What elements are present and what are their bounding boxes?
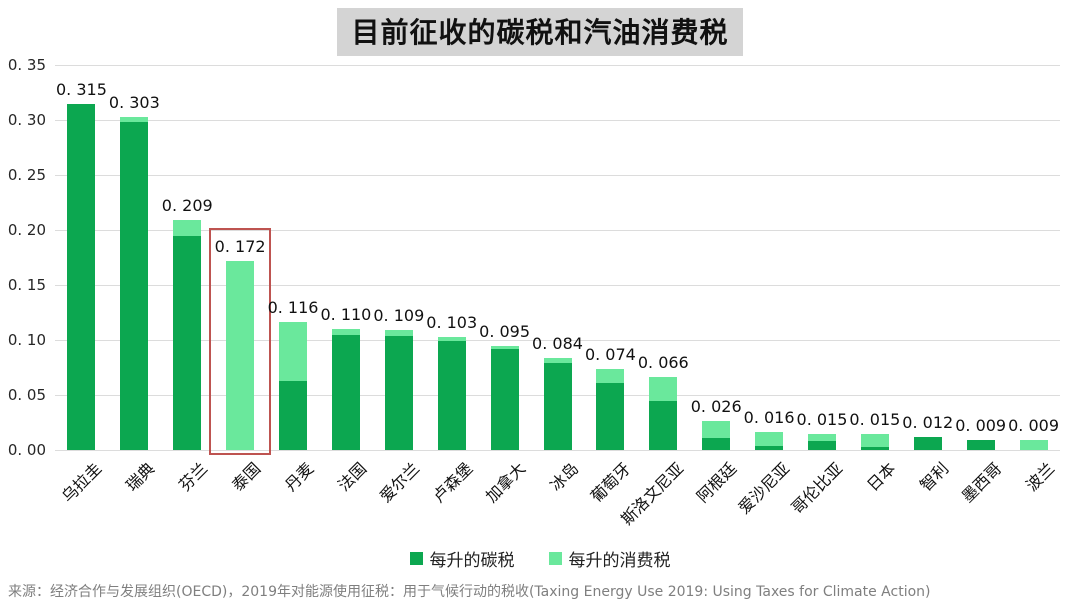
legend-label: 每升的碳税 [429,551,515,571]
bar-value-label: 0. 066 [637,353,689,373]
x-axis-label-7: 卢森堡 [428,458,476,507]
y-axis-tick-label: 0. 00 [7,441,46,459]
y-axis-tick-label: 0. 05 [7,386,46,404]
bar-segment-carbon-tax[interactable] [807,441,836,450]
x-axis-label-0: 乌拉圭 [58,458,106,507]
bar-value-label: 0. 015 [849,409,901,429]
bar-value-label: 0. 315 [55,79,107,99]
bar-value-label: 0. 172 [214,236,266,256]
bar-value-label: 0. 110 [320,305,372,324]
bar-segment-carbon-tax[interactable] [755,445,784,450]
y-axis-tick-label: 0. 20 [7,221,46,239]
bar-value-label: 0. 109 [373,306,425,326]
gridline [55,339,1060,341]
source-note: 来源：经济合作与发展组织(OECD)，2019年对能源使用征税：用于气候行动的税… [8,584,931,600]
bar-value-label: 0. 116 [267,298,319,318]
gridline [55,449,1060,451]
title-wrap: 目前征收的碳税和汽油消费税 [0,8,1080,56]
x-axis-label-1: 瑞典 [122,458,159,495]
bar-segment-consumption-tax[interactable] [1019,440,1048,450]
bar-value-label: 0. 026 [690,397,742,417]
bar-value-label: 0. 084 [532,333,583,353]
gridline [55,284,1060,286]
x-axis-label-3: 泰国 [228,458,265,495]
bar-value-label: 0. 009 [1008,416,1059,436]
x-axis-label-15: 日本 [863,458,900,495]
x-axis-label-17: 墨西哥 [957,458,1005,507]
bar-value-label: 0. 103 [426,312,478,332]
x-axis-label-16: 智利 [915,458,953,495]
legend: 每升的碳税 每升的消费税 [0,546,1080,571]
bar-value-label: 0. 303 [108,92,160,112]
bar-segment-carbon-tax[interactable] [384,335,413,450]
bar-segment-carbon-tax[interactable] [279,380,308,450]
x-axis-label-5: 法国 [334,458,371,495]
carbon-tax-swatch-icon [409,552,423,565]
consumption-tax-swatch-icon [548,552,562,565]
y-axis-tick-label: 0. 30 [7,111,46,129]
bar-segment-carbon-tax[interactable] [67,103,96,450]
bar-segment-carbon-tax[interactable] [331,334,360,450]
bar-segment-consumption-tax[interactable] [279,322,308,381]
x-axis-label-6: 爱尔兰 [375,458,424,507]
x-axis-label-4: 丹麦 [281,458,318,495]
bar-segment-carbon-tax[interactable] [437,341,466,450]
bar-value-label: 0. 209 [161,196,213,216]
bar-segment-carbon-tax[interactable] [120,122,149,450]
bar-value-label: 0. 016 [743,408,795,428]
bar-value-label: 0. 095 [479,321,531,341]
bar-segment-consumption-tax[interactable] [755,432,784,446]
x-axis-label-9: 冰岛 [545,458,582,495]
bar-segment-consumption-tax[interactable] [384,330,413,336]
bar-segment-carbon-tax[interactable] [860,446,889,450]
gridline [55,229,1060,231]
y-axis-tick-label: 0. 10 [7,331,46,349]
bar-segment-consumption-tax[interactable] [543,357,572,364]
bar-segment-consumption-tax[interactable] [331,329,360,335]
bar-value-label: 0. 074 [584,344,636,364]
bar-segment-consumption-tax[interactable] [173,220,202,236]
bar-value-label: 0. 015 [796,409,848,429]
bar-segment-consumption-tax[interactable] [490,345,519,349]
bar-segment-consumption-tax[interactable] [596,368,625,383]
chart-title: 目前征收的碳税和汽油消费税 [337,8,743,56]
legend-item-carbon-tax: 每升的碳税 [409,546,515,571]
bar-value-label: 0. 012 [902,412,954,432]
x-axis-label-8: 加拿大 [481,458,529,507]
bar-segment-carbon-tax[interactable] [490,348,519,450]
gridline [55,119,1060,121]
highlight-box [209,227,272,455]
bar-segment-consumption-tax[interactable] [807,433,836,442]
bar-segment-consumption-tax[interactable] [437,336,466,342]
bar-segment-consumption-tax[interactable] [649,377,678,401]
y-axis-tick-label: 0. 25 [7,166,46,184]
bar-segment-consumption-tax[interactable] [860,433,889,447]
bar-segment-consumption-tax[interactable] [120,116,149,123]
plot-area: 0. 315 0. 303 0. 209 0. 172 0. 116 0. 110 0. 1… [55,64,1060,455]
bar-segment-carbon-tax[interactable] [173,235,202,450]
bar-segment-carbon-tax[interactable] [966,440,995,450]
bar-segment-carbon-tax[interactable] [702,437,731,450]
bar-segment-carbon-tax[interactable] [543,363,572,450]
bar-segment-carbon-tax[interactable] [913,436,942,450]
bar-segment-carbon-tax[interactable] [596,382,625,450]
bar-segment-consumption-tax[interactable] [702,421,731,438]
legend-item-consumption-tax: 每升的消费税 [548,546,671,571]
y-axis-tick-label: 0. 15 [7,276,46,294]
x-axis-label-14: 哥伦比亚 [787,458,847,518]
legend-label: 每升的消费税 [568,551,671,571]
bar-segment-carbon-tax[interactable] [649,400,678,450]
gridline [55,64,1060,66]
gridline [55,174,1060,176]
x-axis-label-2: 芬兰 [175,458,212,495]
x-axis-label-18: 波兰 [1021,458,1058,495]
y-axis-tick-label: 0. 35 [7,56,46,74]
bar-value-label: 0. 009 [955,416,1007,436]
x-axis-label-13: 爱沙尼亚 [734,458,794,518]
bar-segment-consumption-tax[interactable] [226,260,255,450]
